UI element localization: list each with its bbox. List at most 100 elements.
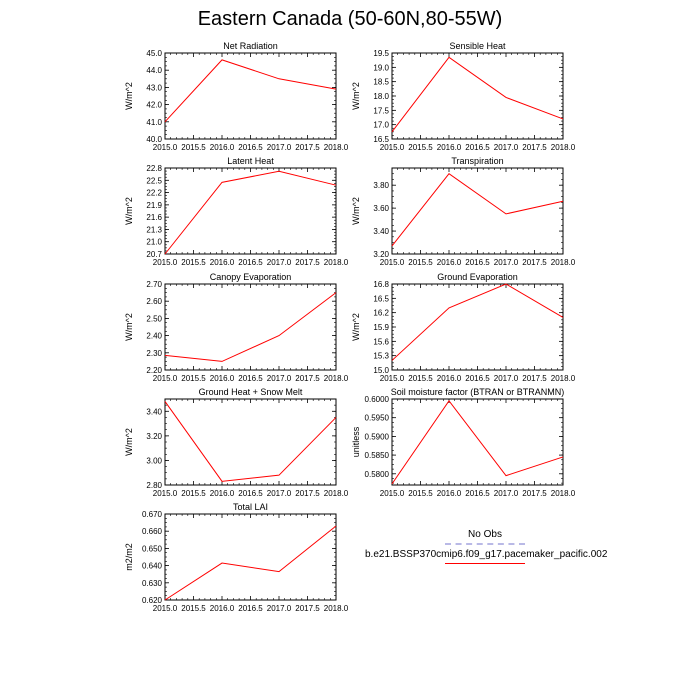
plot-frame xyxy=(391,398,564,486)
chart-panel: Transpiration 2015.0 2015.5 2016.0 2016.5 201… xyxy=(351,156,576,267)
y-tick-label: 0.670 xyxy=(142,510,163,519)
x-tick-label: 2017.0 xyxy=(494,374,519,383)
y-tick-label: 2.80 xyxy=(146,481,162,490)
chart-panel: Latent Heat 2015.0 2015.5 2016.0 2016.5 2017.… xyxy=(124,156,349,267)
series-line xyxy=(164,525,337,601)
y-tick-label: 18.5 xyxy=(373,78,389,87)
x-tick-label: 2015.0 xyxy=(380,374,405,383)
x-tick-label: 2017.0 xyxy=(267,143,292,152)
x-tick-label: 2018.0 xyxy=(551,489,576,498)
x-tick-label: 2015.0 xyxy=(153,374,178,383)
y-axis-label: W/m^2 xyxy=(351,197,361,225)
x-tick-label: 2018.0 xyxy=(551,258,576,267)
y-tick-label: 21.3 xyxy=(146,225,162,234)
panel-title: Sensible Heat xyxy=(449,41,506,51)
series-line xyxy=(391,56,564,133)
x-tick-label: 2016.0 xyxy=(437,489,462,498)
x-tick-label: 2018.0 xyxy=(324,258,349,267)
y-tick-label: 17.0 xyxy=(373,121,389,130)
y-tick-label: 21.0 xyxy=(146,238,162,247)
plot-frame xyxy=(164,283,337,371)
x-tick-label: 2017.0 xyxy=(267,374,292,383)
x-tick-label: 2017.5 xyxy=(295,489,320,498)
x-tick-label: 2016.0 xyxy=(210,258,235,267)
y-tick-label: 0.650 xyxy=(142,544,163,553)
y-tick-label: 41.0 xyxy=(146,118,162,127)
series-line xyxy=(164,401,337,482)
plot-frame xyxy=(164,513,337,601)
legend: No Obs b.e21.BSSP370cmip6.f09_g17.pacema… xyxy=(365,529,607,568)
chart-panel: Sensible Heat 2015.0 2015.5 2016.0 2016.5 201… xyxy=(351,41,576,152)
y-axis-label: W/m^2 xyxy=(124,313,134,341)
panel-title: Canopy Evaporation xyxy=(210,272,292,282)
chart-panel: Ground Evaporation 2015.0 2015.5 2016.0 2016… xyxy=(351,272,576,383)
y-tick-label: 3.60 xyxy=(373,204,389,213)
chart-panel: Ground Heat + Snow Melt 2015.0 2015.5 2016.… xyxy=(124,387,349,498)
x-tick-label: 2016.5 xyxy=(238,489,263,498)
x-tick-label: 2015.0 xyxy=(380,143,405,152)
panel-title: Soil moisture factor (BTRAN or BTRANMN) xyxy=(391,387,565,397)
y-tick-label: 15.6 xyxy=(373,337,389,346)
x-tick-label: 2015.5 xyxy=(408,258,433,267)
y-tick-label: 2.20 xyxy=(146,366,162,375)
y-tick-label: 2.70 xyxy=(146,280,162,289)
panel-title: Transpiration xyxy=(451,156,503,166)
y-tick-label: 3.80 xyxy=(373,181,389,190)
x-tick-label: 2016.5 xyxy=(238,604,263,613)
plot-frame xyxy=(391,52,564,140)
y-axis-label: m2/m2 xyxy=(124,543,134,571)
x-tick-label: 2016.0 xyxy=(210,604,235,613)
y-tick-label: 17.5 xyxy=(373,106,389,115)
y-tick-label: 22.2 xyxy=(146,189,162,198)
y-tick-label: 43.0 xyxy=(146,83,162,92)
y-axis-label: W/m^2 xyxy=(351,313,361,341)
y-tick-label: 16.5 xyxy=(373,135,389,144)
y-axis-label: W/m^2 xyxy=(124,428,134,456)
x-tick-label: 2017.5 xyxy=(522,258,547,267)
y-tick-label: 3.40 xyxy=(373,227,389,236)
x-tick-label: 2016.5 xyxy=(238,374,263,383)
y-tick-label: 2.60 xyxy=(146,297,162,306)
x-tick-label: 2016.0 xyxy=(437,374,462,383)
page-title: Eastern Canada (50-60N,80-55W) xyxy=(197,8,503,30)
x-tick-label: 2016.0 xyxy=(210,489,235,498)
x-tick-label: 2016.5 xyxy=(465,489,490,498)
x-tick-label: 2015.5 xyxy=(181,604,206,613)
x-tick-label: 2017.0 xyxy=(267,258,292,267)
y-tick-label: 45.0 xyxy=(146,49,162,58)
x-tick-label: 2016.0 xyxy=(210,143,235,152)
x-tick-label: 2015.0 xyxy=(153,143,178,152)
x-tick-label: 2016.0 xyxy=(437,143,462,152)
series-line xyxy=(164,170,337,255)
y-tick-label: 20.7 xyxy=(146,250,162,259)
x-tick-label: 2018.0 xyxy=(324,489,349,498)
y-tick-label: 22.5 xyxy=(146,176,162,185)
series-line xyxy=(391,283,564,361)
legend-label-obs: No Obs xyxy=(468,529,502,540)
y-tick-label: 0.5850 xyxy=(365,451,390,460)
x-tick-label: 2017.0 xyxy=(267,489,292,498)
y-tick-label: 3.20 xyxy=(146,432,162,441)
x-tick-label: 2016.5 xyxy=(238,258,263,267)
y-tick-label: 0.630 xyxy=(142,579,163,588)
y-tick-label: 16.5 xyxy=(373,294,389,303)
legend-line-obs xyxy=(445,543,525,545)
x-tick-label: 2015.0 xyxy=(380,258,405,267)
x-tick-label: 2016.5 xyxy=(465,258,490,267)
panel-title: Net Radiation xyxy=(223,41,278,51)
plot-frame xyxy=(391,283,564,371)
x-tick-label: 2017.0 xyxy=(494,489,519,498)
y-tick-label: 15.3 xyxy=(373,352,389,361)
y-tick-label: 0.5900 xyxy=(365,432,390,441)
x-tick-label: 2016.0 xyxy=(210,374,235,383)
chart-panel: Net Radiation 2015.0 2015.5 2016.0 2016.5 201… xyxy=(124,41,349,152)
x-tick-label: 2018.0 xyxy=(324,604,349,613)
x-tick-label: 2016.5 xyxy=(465,374,490,383)
y-tick-label: 40.0 xyxy=(146,135,162,144)
x-tick-label: 2017.5 xyxy=(295,604,320,613)
series-line xyxy=(391,173,564,247)
x-tick-label: 2015.5 xyxy=(181,374,206,383)
y-tick-label: 2.30 xyxy=(146,349,162,358)
x-tick-label: 2017.5 xyxy=(295,143,320,152)
y-tick-label: 42.0 xyxy=(146,101,162,110)
